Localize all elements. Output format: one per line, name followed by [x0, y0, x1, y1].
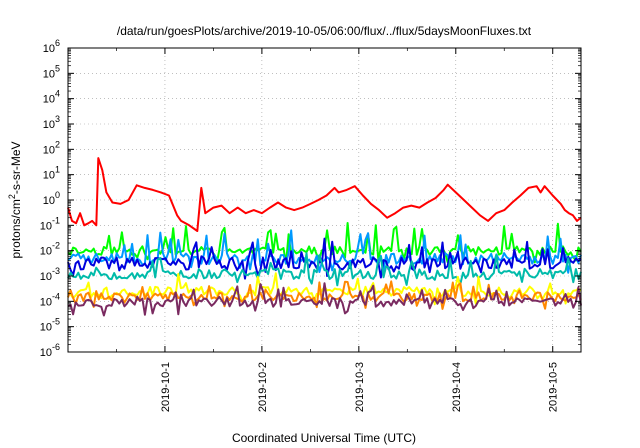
y-tick-exponent: -3: [52, 266, 60, 276]
y-tick-label: 103: [43, 114, 60, 131]
series-line-1: [67, 157, 582, 232]
y-tick-exponent: -4: [52, 291, 60, 301]
x-tick-label: 2019-10-1: [160, 362, 172, 412]
y-tick-exponent: 4: [55, 89, 60, 99]
y-tick-exponent: 5: [55, 63, 60, 73]
y-tick-label: 10-5: [40, 317, 60, 334]
y-tick-label: 106: [43, 38, 60, 55]
grid: [68, 48, 581, 352]
y-tick-label: 10-6: [40, 342, 60, 359]
y-axis-label-main: protons/cm: [9, 199, 23, 258]
x-tick-label: 2019-10-3: [354, 362, 366, 412]
y-axis-label: protons/cm2-s-sr-MeV: [7, 141, 23, 258]
y-tick-exponent: 2: [55, 139, 60, 149]
y-tick-exponent: 1: [55, 165, 60, 175]
y-tick-base: 10: [40, 347, 52, 359]
y-tick-label: 10-1: [40, 215, 60, 232]
y-tick-base: 10: [40, 246, 52, 258]
y-tick-exponent: 0: [55, 190, 60, 200]
y-tick-base: 10: [43, 43, 55, 55]
y-tick-label: 102: [43, 139, 60, 156]
series-lines: [67, 157, 582, 317]
y-tick-exponent: 3: [55, 114, 60, 124]
chart-title: /data/run/goesPlots/archive/2019-10-05/0…: [117, 24, 532, 38]
y-tick-label: 105: [43, 63, 60, 80]
y-tick-label: 10-3: [40, 266, 60, 283]
y-tick-base: 10: [40, 220, 52, 232]
y-axis-label-rest: -s-sr-MeV: [9, 141, 23, 194]
x-tick-label: 2019-10-5: [548, 362, 560, 412]
y-tick-base: 10: [40, 296, 52, 308]
y-tick-base: 10: [43, 94, 55, 106]
y-tick-label: 10-4: [40, 291, 60, 308]
y-tick-exponent: -2: [52, 241, 60, 251]
y-tick-base: 10: [40, 271, 52, 283]
y-tick-base: 10: [43, 195, 55, 207]
y-tick-base: 10: [43, 144, 55, 156]
y-tick-base: 10: [43, 68, 55, 80]
x-axis-label: Coordinated Universal Time (UTC): [232, 431, 416, 445]
y-tick-exponent: -1: [52, 215, 60, 225]
y-tick-label: 10-2: [40, 241, 60, 258]
x-axis: 2019-10-1 2019-10-2 2019-10-3 2019-10-4 2019…: [116, 48, 560, 412]
y-tick-base: 10: [43, 119, 55, 131]
series-line-8: [67, 282, 582, 317]
y-tick-label: 100: [43, 190, 60, 207]
y-axis: 10-610-510-410-310-210-11001011021031041…: [40, 38, 581, 359]
y-tick-base: 10: [43, 170, 55, 182]
y-axis-label-sup: 2: [7, 194, 17, 199]
x-tick-label: 2019-10-4: [451, 362, 463, 412]
series-line-5: [67, 252, 582, 287]
x-tick-label: 2019-10-2: [257, 362, 269, 412]
y-tick-exponent: 6: [55, 38, 60, 48]
y-tick-exponent: -6: [52, 342, 60, 352]
y-tick-label: 101: [43, 165, 60, 182]
y-tick-exponent: -5: [52, 317, 60, 327]
y-tick-base: 10: [40, 322, 52, 334]
y-tick-label: 104: [43, 89, 60, 106]
